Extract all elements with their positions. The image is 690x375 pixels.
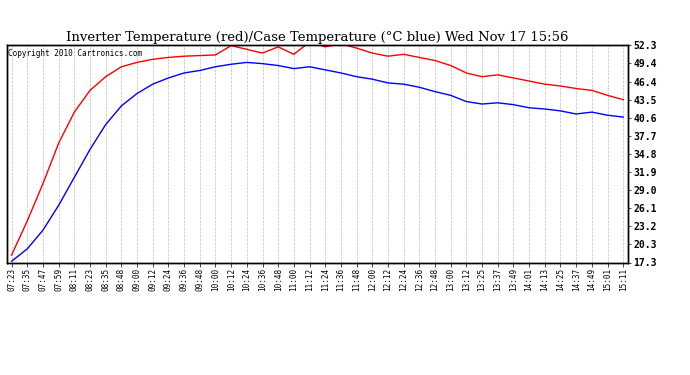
Title: Inverter Temperature (red)/Case Temperature (°C blue) Wed Nov 17 15:56: Inverter Temperature (red)/Case Temperat… — [66, 31, 569, 44]
Text: Copyright 2010 Cartronics.com: Copyright 2010 Cartronics.com — [8, 50, 142, 58]
